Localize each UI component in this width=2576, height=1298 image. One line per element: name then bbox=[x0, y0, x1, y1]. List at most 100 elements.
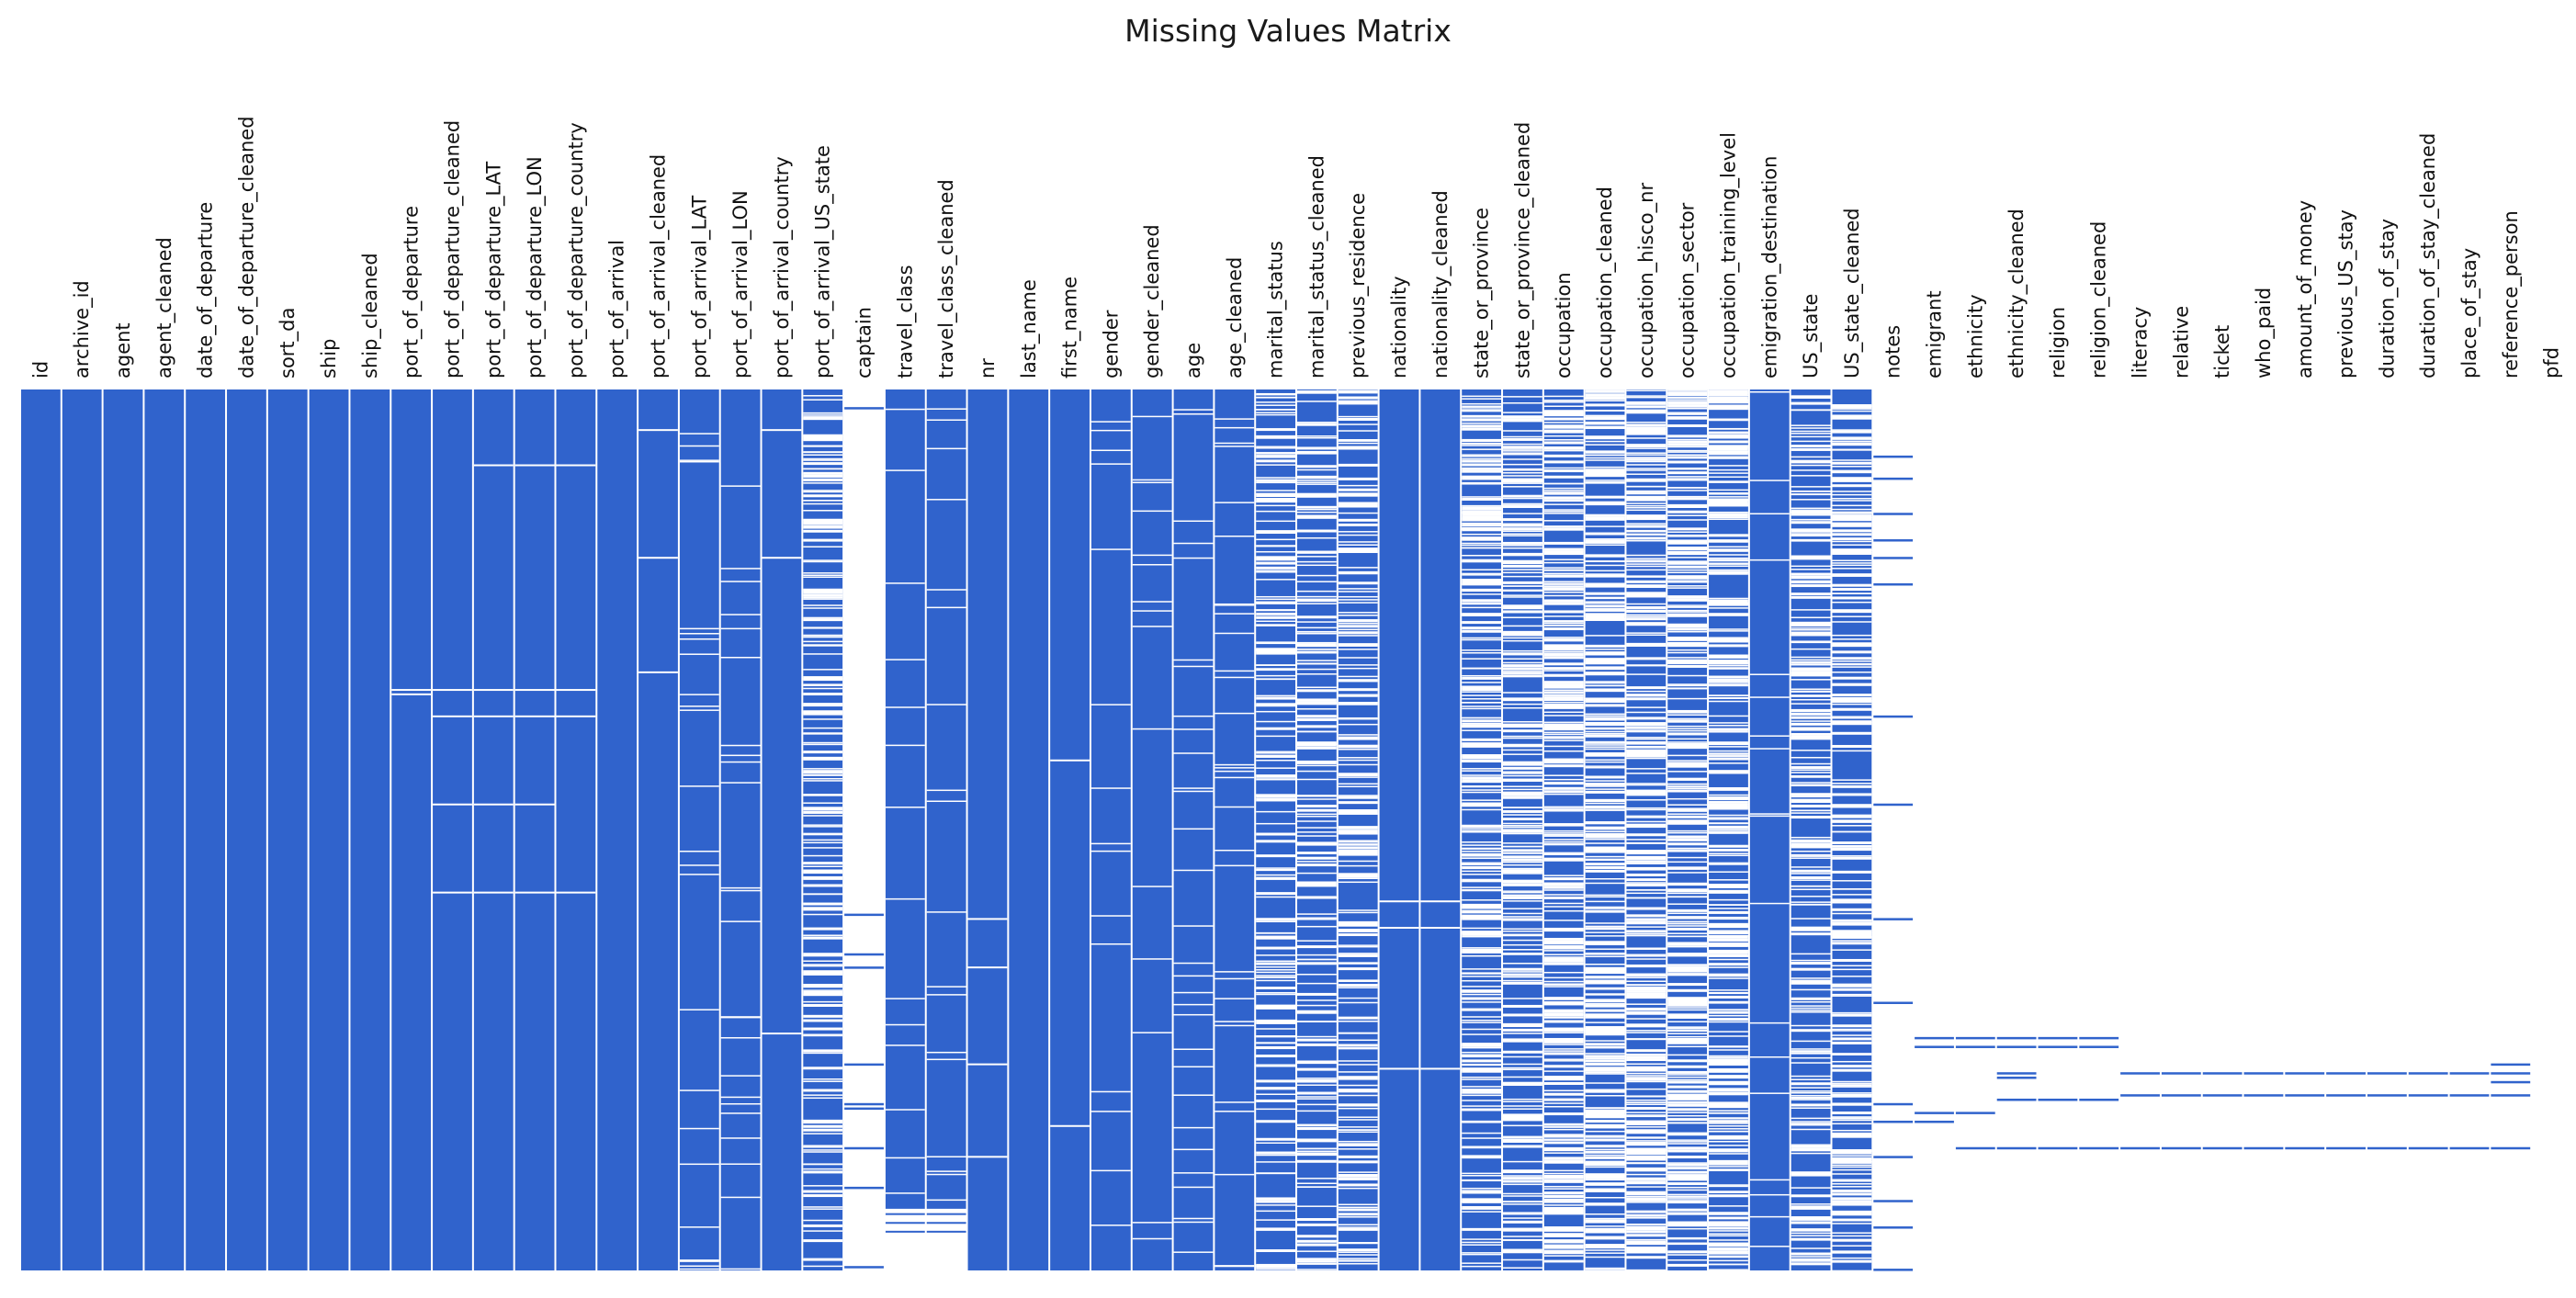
missing-row-mark bbox=[391, 689, 432, 692]
missing-row-mark bbox=[1462, 694, 1502, 696]
column-fill bbox=[885, 389, 925, 1209]
present-row-mark bbox=[1873, 455, 1914, 458]
missing-row-mark bbox=[803, 1033, 843, 1036]
missing-row-mark bbox=[1297, 621, 1337, 623]
missing-row-mark bbox=[1462, 799, 1502, 801]
missing-row-mark bbox=[1709, 752, 1748, 754]
missing-row-mark bbox=[1462, 862, 1502, 865]
missing-row-mark bbox=[1543, 681, 1584, 684]
column-label: port_of_departure_LAT bbox=[482, 162, 505, 378]
column-fill bbox=[556, 389, 596, 1270]
missing-row-mark bbox=[1503, 505, 1542, 508]
missing-row-mark bbox=[1462, 954, 1502, 957]
missing-row-mark bbox=[1462, 579, 1502, 582]
missing-row-mark bbox=[1462, 1200, 1502, 1203]
missing-row-mark bbox=[1338, 873, 1378, 876]
missing-row-mark bbox=[1543, 511, 1584, 513]
present-row-mark bbox=[2120, 1146, 2160, 1150]
column-label: relative bbox=[2170, 306, 2192, 378]
missing-row-mark bbox=[1503, 569, 1542, 570]
missing-row-mark bbox=[1832, 849, 1872, 852]
missing-row-mark bbox=[1585, 644, 1625, 648]
missing-row-mark bbox=[926, 704, 966, 705]
missing-row-mark bbox=[1585, 539, 1625, 542]
matrix-column-emigrant bbox=[1915, 1036, 1954, 1123]
missing-row-mark bbox=[1503, 971, 1542, 973]
missing-row-mark bbox=[1543, 1048, 1584, 1050]
missing-row-mark bbox=[1667, 964, 1708, 966]
missing-row-mark bbox=[1832, 549, 1872, 551]
missing-row-mark bbox=[1338, 734, 1378, 736]
missing-row-mark bbox=[1791, 799, 1831, 803]
missing-row-mark bbox=[1297, 1205, 1337, 1207]
missing-row-mark bbox=[1709, 794, 1748, 796]
missing-row-mark bbox=[1543, 520, 1584, 522]
missing-row-mark bbox=[1667, 719, 1708, 723]
missing-row-mark bbox=[1832, 1183, 1872, 1185]
missing-row-mark bbox=[1503, 891, 1542, 894]
missing-row-mark bbox=[1832, 1250, 1872, 1254]
missing-row-mark bbox=[1667, 922, 1708, 925]
missing-row-mark bbox=[1667, 604, 1708, 606]
missing-row-mark bbox=[1543, 839, 1584, 841]
missing-row-mark bbox=[1791, 722, 1831, 726]
missing-row-mark bbox=[1667, 1224, 1708, 1227]
missing-row-mark bbox=[1791, 1221, 1831, 1225]
missing-row-mark bbox=[1338, 488, 1378, 491]
missing-row-mark bbox=[1709, 757, 1748, 761]
missing-row-mark bbox=[1667, 741, 1708, 743]
missing-row-mark bbox=[1709, 935, 1748, 939]
missing-row-mark bbox=[1709, 492, 1748, 494]
matrix-column-age-cleaned bbox=[1215, 389, 1255, 1270]
missing-row-mark bbox=[1173, 1148, 1214, 1151]
missing-row-mark bbox=[1791, 555, 1831, 558]
missing-row-mark bbox=[1626, 479, 1666, 482]
missing-row-mark bbox=[1462, 931, 1502, 932]
missing-row-mark bbox=[1832, 429, 1872, 431]
missing-row-mark bbox=[1585, 1059, 1625, 1063]
missing-row-mark bbox=[1626, 947, 1666, 949]
missing-row-mark bbox=[1791, 727, 1831, 729]
missing-row-mark bbox=[1338, 1183, 1378, 1187]
matrix-column-nationality bbox=[1379, 389, 1419, 1270]
missing-row-mark bbox=[1585, 1125, 1625, 1128]
missing-row-mark bbox=[1462, 517, 1502, 520]
matrix-column-nr bbox=[967, 389, 1008, 1270]
missing-row-mark bbox=[1585, 560, 1625, 562]
missing-row-mark bbox=[1256, 774, 1295, 778]
column-label: marital_status bbox=[1265, 241, 1288, 378]
missing-row-mark bbox=[1256, 412, 1295, 414]
present-row-mark bbox=[2491, 1080, 2531, 1084]
missing-row-mark bbox=[803, 833, 843, 836]
missing-row-mark bbox=[1626, 559, 1666, 563]
missing-row-mark bbox=[1791, 728, 1831, 730]
missing-row-mark bbox=[1585, 730, 1625, 733]
missing-row-mark bbox=[1626, 820, 1666, 823]
missing-row-mark bbox=[1256, 664, 1295, 666]
missing-row-mark bbox=[1749, 813, 1790, 815]
column-label: who_paid bbox=[2253, 288, 2276, 378]
missing-row-mark bbox=[1543, 405, 1584, 408]
missing-row-mark bbox=[1420, 926, 1461, 929]
missing-row-mark bbox=[1667, 446, 1708, 448]
missing-row-mark bbox=[1503, 1076, 1542, 1078]
present-row-mark bbox=[1955, 1146, 1995, 1150]
missing-row-mark bbox=[1585, 1134, 1625, 1138]
missing-row-mark bbox=[1543, 810, 1584, 812]
missing-row-mark bbox=[803, 588, 843, 591]
missing-row-mark bbox=[1791, 776, 1831, 778]
missing-row-mark bbox=[1256, 579, 1295, 581]
present-row-mark bbox=[2161, 1094, 2201, 1097]
missing-row-mark bbox=[1585, 976, 1625, 979]
missing-row-mark bbox=[1462, 935, 1502, 938]
missing-row-mark bbox=[1503, 430, 1542, 432]
missing-row-mark bbox=[1709, 1077, 1748, 1079]
matrix-column-emigration-destination bbox=[1749, 389, 1790, 1270]
missing-row-mark bbox=[1585, 592, 1625, 595]
missing-row-mark bbox=[1256, 457, 1295, 458]
missing-row-mark bbox=[1543, 487, 1584, 490]
missing-row-mark bbox=[1585, 410, 1625, 412]
missing-row-mark bbox=[1791, 424, 1831, 426]
missing-row-mark bbox=[1667, 821, 1708, 825]
missing-row-mark bbox=[1626, 792, 1666, 796]
